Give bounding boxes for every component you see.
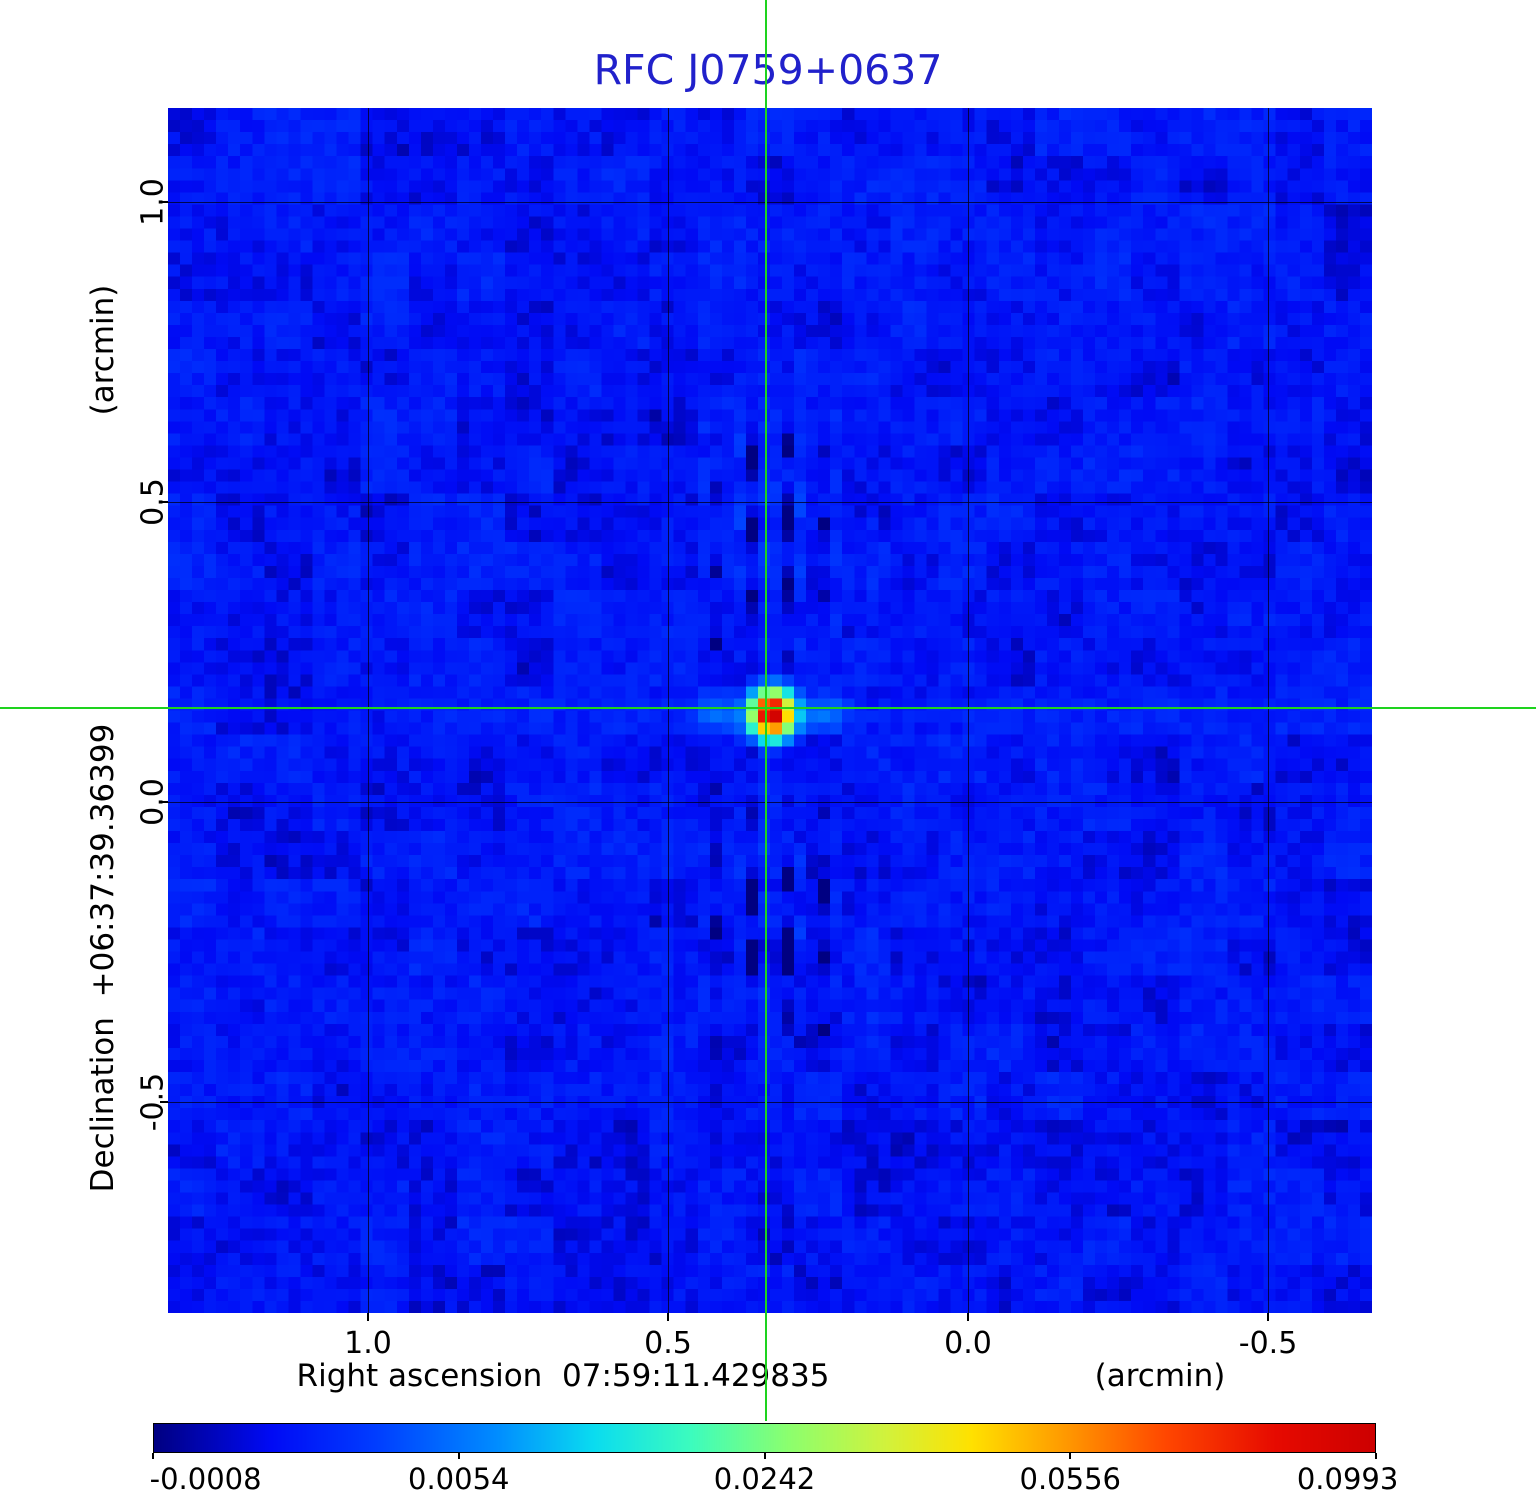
y-axis-tick-mark — [160, 1100, 168, 1103]
crosshair-horizontal-line — [0, 707, 1536, 710]
x-axis-label: Right ascension 07:59:11.429835 — [296, 1358, 830, 1394]
colorbar-tick-label: 0.0054 — [408, 1462, 510, 1496]
grid-line-vertical — [367, 108, 369, 1313]
x-tick-label: 0.5 — [644, 1326, 692, 1361]
colorbar-tick-label: 0.0242 — [713, 1462, 816, 1496]
x-axis-tick-mark — [1267, 1313, 1270, 1321]
y-axis-unit-label: (arcmin) — [85, 284, 121, 416]
colorbar-tick-mark — [1375, 1453, 1377, 1459]
plot-area — [168, 108, 1372, 1313]
x-tick-label: -0.5 — [1238, 1326, 1298, 1361]
heatmap-canvas — [168, 108, 1372, 1313]
grid-line-vertical — [968, 108, 969, 1313]
x-axis-unit-label: (arcmin) — [1094, 1358, 1226, 1394]
colorbar-tick-label: 0.0993 — [1296, 1462, 1399, 1496]
y-axis-tick-mark — [160, 800, 168, 803]
y-axis-tick-mark — [160, 201, 168, 204]
colorbar-tick-label: 0.0556 — [1019, 1462, 1121, 1496]
grid-line-horizontal — [168, 801, 1372, 803]
colorbar-tick-mark — [763, 1453, 766, 1459]
plot-title: RFC J0759+0637 — [593, 46, 943, 94]
x-tick-label: 0.0 — [944, 1326, 992, 1361]
x-tick-label: 1.0 — [344, 1326, 392, 1361]
colorbar — [153, 1423, 1376, 1453]
colorbar-gradient-canvas — [154, 1424, 1375, 1452]
colorbar-tick-mark — [457, 1453, 460, 1459]
crosshair-vertical-line — [765, 0, 768, 1421]
x-axis-tick-mark — [666, 1313, 669, 1321]
y-axis-tick-mark — [160, 501, 168, 503]
x-axis-tick-mark — [366, 1313, 369, 1321]
colorbar-tick-mark — [152, 1453, 154, 1459]
x-axis-tick-mark — [967, 1313, 969, 1321]
grid-line-horizontal — [168, 502, 1372, 503]
grid-line-horizontal — [168, 1101, 1372, 1103]
colorbar-tick-label: -0.0008 — [149, 1462, 262, 1496]
y-axis-label: Declination +06:37:39.36399 — [85, 723, 121, 1193]
grid-line-vertical — [667, 108, 669, 1313]
grid-line-horizontal — [168, 202, 1372, 204]
grid-line-vertical — [1268, 108, 1270, 1313]
colorbar-tick-mark — [1069, 1453, 1072, 1459]
